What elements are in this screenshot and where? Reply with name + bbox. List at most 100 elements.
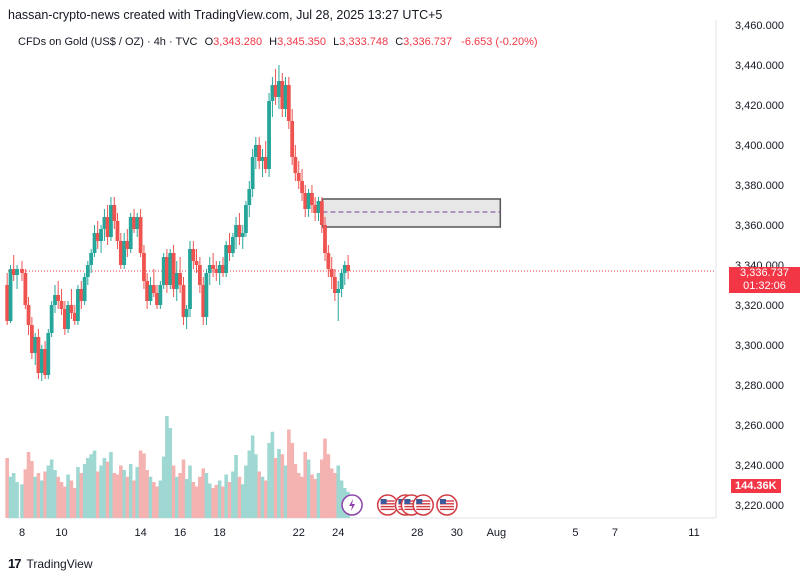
candle-body bbox=[240, 233, 245, 237]
price-tick-label: 3,460.000 bbox=[735, 20, 784, 32]
volume-bar bbox=[115, 474, 120, 518]
candle-body bbox=[224, 245, 229, 273]
bar-countdown-tag: 01:32:06 bbox=[729, 280, 800, 293]
candle-body bbox=[300, 181, 304, 193]
price-tick-label: 3,420.000 bbox=[735, 100, 784, 112]
candle-body bbox=[33, 337, 38, 353]
volume-bar bbox=[247, 450, 252, 518]
volume-bar bbox=[333, 473, 337, 518]
candle-body bbox=[201, 285, 206, 317]
candle-body bbox=[227, 245, 232, 253]
volume-bar bbox=[66, 474, 70, 518]
candle-body bbox=[316, 201, 321, 213]
low-value: 3,333.748 bbox=[339, 36, 389, 48]
volume-bar bbox=[191, 482, 196, 518]
volume-bar bbox=[138, 450, 143, 518]
candle-body bbox=[244, 205, 248, 233]
volume-bar bbox=[336, 465, 341, 518]
price-tick-label: 3,400.000 bbox=[735, 140, 784, 152]
volume-bar bbox=[290, 443, 294, 518]
candle-body bbox=[132, 217, 136, 229]
candle-body bbox=[5, 285, 10, 321]
us-flag-event-icon bbox=[376, 494, 399, 516]
candle-body bbox=[8, 269, 13, 321]
us-flag-event-icon bbox=[412, 494, 434, 516]
candle-body bbox=[267, 101, 271, 169]
candle-body bbox=[237, 225, 242, 237]
candle-body bbox=[174, 273, 179, 289]
candle-body bbox=[313, 205, 318, 213]
candle-body bbox=[122, 241, 127, 265]
close-value: 3,336.737 bbox=[403, 36, 453, 48]
candle-body bbox=[260, 157, 265, 161]
candle-body bbox=[39, 349, 44, 373]
candle-body bbox=[188, 249, 192, 309]
time-tick-label: 22 bbox=[293, 527, 305, 539]
candle-body bbox=[178, 273, 183, 285]
candle-body bbox=[145, 281, 150, 301]
price-tick-label: 3,440.000 bbox=[735, 60, 784, 72]
volume-bar bbox=[15, 482, 19, 518]
candle-body bbox=[138, 217, 143, 253]
volume-bar bbox=[39, 480, 44, 518]
candle-body bbox=[211, 265, 216, 269]
volume-bar bbox=[5, 458, 9, 518]
volume-bar bbox=[326, 454, 331, 518]
flag-canton bbox=[404, 499, 411, 504]
volume-bar bbox=[155, 486, 159, 518]
volume-bar bbox=[165, 416, 169, 518]
time-tick-label: 14 bbox=[134, 527, 146, 539]
volume-bar bbox=[99, 465, 103, 518]
candle-body bbox=[49, 305, 54, 333]
symbol-name[interactable]: CFDs on Gold (US$ / OZ) · 4h · TVC bbox=[18, 36, 198, 48]
candle-body bbox=[332, 277, 337, 293]
candle-body bbox=[171, 253, 176, 289]
volume-bar bbox=[277, 449, 281, 518]
candle-body bbox=[125, 241, 130, 249]
volume-bar bbox=[306, 459, 311, 518]
volume-bar bbox=[152, 482, 156, 518]
volume-bar bbox=[135, 467, 140, 518]
price-tick-label: 3,320.000 bbox=[735, 300, 784, 312]
volume-bar bbox=[237, 476, 242, 518]
candle-body bbox=[23, 273, 28, 305]
volume-bar bbox=[267, 443, 271, 518]
candle-body bbox=[26, 305, 31, 325]
candle-body bbox=[43, 349, 48, 375]
candle-body bbox=[217, 265, 222, 273]
time-tick-label: 5 bbox=[572, 527, 578, 539]
volume-bar bbox=[102, 458, 107, 518]
volume-bar bbox=[174, 476, 179, 518]
volume-bar bbox=[33, 476, 38, 518]
candle-body bbox=[286, 85, 291, 121]
candle-body bbox=[326, 253, 331, 269]
candle-body bbox=[79, 289, 84, 301]
candle-body bbox=[99, 229, 103, 241]
volume-bar bbox=[92, 450, 97, 518]
candle-body bbox=[155, 293, 159, 305]
candle-body bbox=[15, 269, 19, 275]
candle-body bbox=[151, 285, 156, 293]
candle-body bbox=[329, 269, 334, 277]
candle-body bbox=[346, 265, 351, 271]
volume-bar bbox=[161, 456, 166, 518]
price-tick-label: 3,240.000 bbox=[735, 460, 784, 472]
candle-body bbox=[197, 265, 202, 285]
candle-body bbox=[283, 85, 288, 109]
volume-bar bbox=[313, 479, 317, 518]
volume-bar bbox=[211, 488, 215, 518]
volume-bar bbox=[254, 454, 258, 518]
candle-body bbox=[102, 217, 107, 229]
time-tick-label: 28 bbox=[411, 527, 423, 539]
volume-tag: 144.36K bbox=[731, 479, 781, 493]
volume-bar bbox=[184, 479, 189, 518]
time-tick-label: 16 bbox=[174, 527, 186, 539]
candle-body bbox=[59, 301, 64, 309]
volume-bar bbox=[224, 474, 228, 518]
price-tick-label: 3,360.000 bbox=[735, 220, 784, 232]
candle-body bbox=[95, 233, 100, 241]
tradingview-footer[interactable]: 17 TradingView bbox=[8, 556, 93, 571]
volume-bar bbox=[95, 471, 100, 518]
low-label: L bbox=[333, 36, 340, 48]
